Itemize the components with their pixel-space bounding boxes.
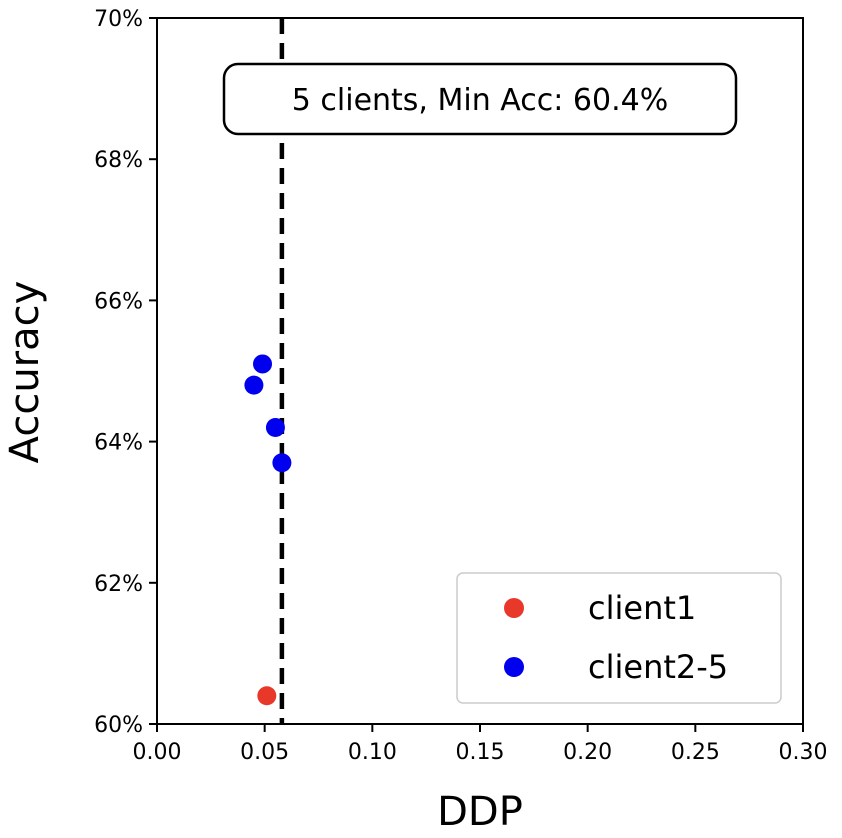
legend: client1 client2-5 — [456, 572, 782, 704]
y-tick-label: 62% — [94, 572, 143, 597]
annotation-text: 5 clients, Min Acc: 60.4% — [292, 83, 668, 118]
x-tick-label: 0.25 — [671, 740, 720, 765]
x-tick-label: 0.20 — [563, 740, 612, 765]
x-tick-label: 0.10 — [348, 740, 397, 765]
legend-frame — [456, 572, 782, 704]
x-tick-label: 0.15 — [456, 740, 505, 765]
legend-marker-client1 — [504, 598, 524, 618]
y-axis-title: Accuracy — [2, 281, 48, 464]
x-axis-title: DDP — [437, 789, 523, 835]
legend-marker-client2-5 — [504, 657, 524, 677]
legend-label-client1: client1 — [588, 589, 696, 627]
data-point-client2-5-1 — [253, 354, 273, 374]
data-point-client1-1 — [257, 686, 277, 706]
data-point-client2-5-2 — [244, 375, 264, 395]
axis-ticks: 0.00 0.05 0.10 0.15 0.20 0.25 0.30 60% 62% 64% 66%… — [94, 7, 827, 765]
annotation-box: 5 clients, Min Acc: 60.4% — [222, 62, 738, 136]
legend-label-client2-5: client2-5 — [588, 648, 728, 686]
y-tick-label: 60% — [94, 713, 143, 738]
y-tick-label: 68% — [94, 148, 143, 173]
annotation-frame — [222, 62, 738, 136]
x-tick-label: 0.00 — [133, 740, 182, 765]
x-tick-label: 0.30 — [779, 740, 828, 765]
y-tick-label: 70% — [94, 7, 143, 32]
plot-area — [244, 18, 292, 724]
data-point-client2-5-4 — [272, 453, 292, 473]
y-tick-label: 64% — [94, 431, 143, 456]
y-tick-label: 66% — [94, 289, 143, 314]
data-point-client2-5-3 — [265, 417, 285, 437]
x-tick-label: 0.05 — [240, 740, 289, 765]
